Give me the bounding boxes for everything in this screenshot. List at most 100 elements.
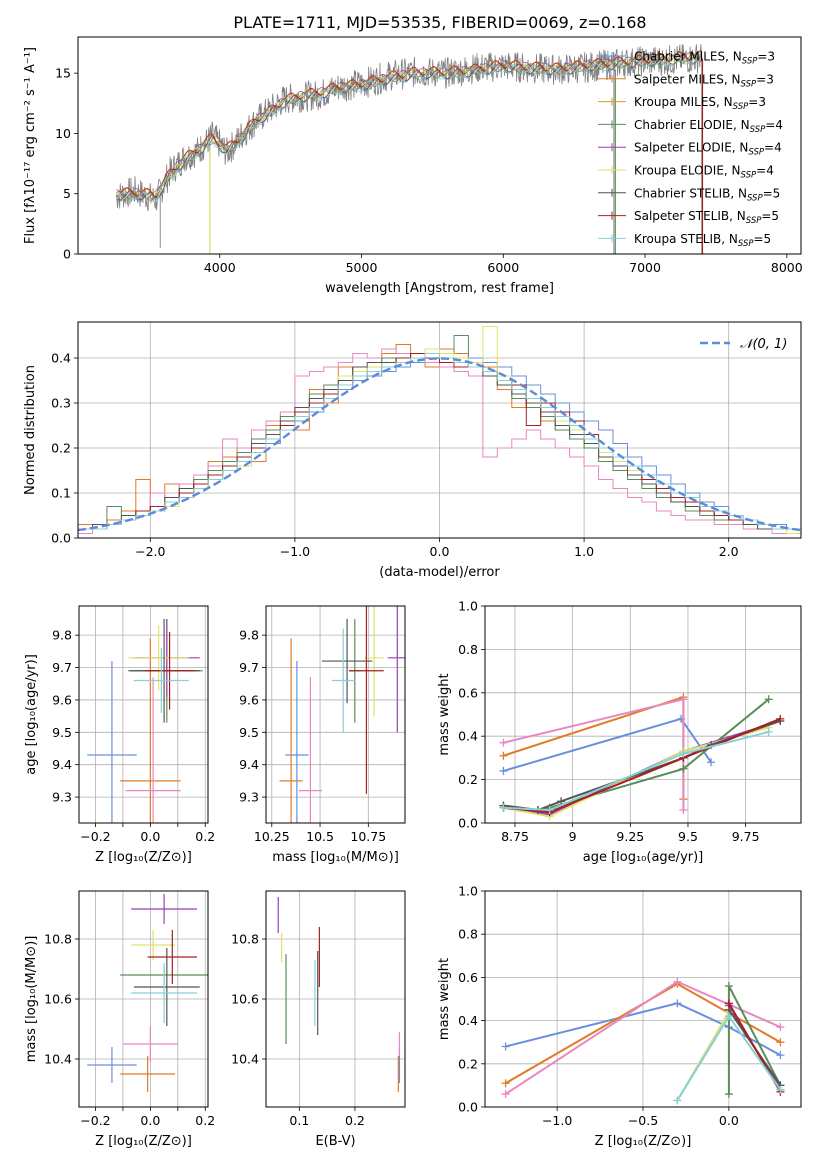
y-tick-label: 9.7 xyxy=(52,660,72,675)
y-tick-label: 9.8 xyxy=(52,628,72,643)
y-tick-label: 0.6 xyxy=(458,685,478,700)
x-tick-label: 4000 xyxy=(204,260,236,275)
legend-entry: Chabrier ELODIE, NSSP=4 xyxy=(634,118,783,135)
y-tick-label: 9.4 xyxy=(52,757,72,772)
errorbar-point xyxy=(120,638,181,823)
x-tick-label: −1.0 xyxy=(280,544,310,559)
errorbar-point xyxy=(147,930,198,984)
y-tick-label: 0.1 xyxy=(51,486,71,501)
y-tick-label: 9.5 xyxy=(52,725,72,740)
age_vs_Z-plot-area xyxy=(87,618,203,823)
x-tick-label: −0.5 xyxy=(628,1113,658,1128)
x-tick-label: 9.75 xyxy=(732,829,760,844)
plus-marker xyxy=(776,1038,785,1047)
x-tick-label: 5000 xyxy=(346,260,378,275)
plus-marker xyxy=(673,1096,682,1105)
x-tick-label: 0.2 xyxy=(345,1113,365,1128)
legend-entry: 𝒩(0, 1) xyxy=(740,337,787,352)
spectrum-frame xyxy=(77,36,802,255)
weight_vs_age-plot-area xyxy=(499,693,785,821)
y-tick-label: 0.8 xyxy=(458,642,478,657)
y-axis-label: Flux [fλ10⁻¹⁷ erg cm⁻² s⁻¹ A⁻¹] xyxy=(23,47,38,244)
y-tick-label: 9.8 xyxy=(239,628,259,643)
y-tick-label: 0.8 xyxy=(458,927,478,942)
plus-marker xyxy=(764,695,773,704)
plus-marker xyxy=(545,805,554,814)
errorbar-point xyxy=(144,631,195,710)
legend-entry: Kroupa MILES, NSSP=3 xyxy=(634,95,766,112)
y-tick-label: 10 xyxy=(55,126,71,141)
y-tick-label: 10.8 xyxy=(44,932,72,947)
y-tick-label: 1.0 xyxy=(458,884,478,899)
plus-marker xyxy=(724,1090,733,1099)
errorbar-point xyxy=(331,628,355,733)
errorbar-point xyxy=(131,894,198,924)
errorbar-point xyxy=(133,648,189,713)
y-tick-label: 0.2 xyxy=(51,441,71,456)
x-tick-label: 0.2 xyxy=(195,829,215,844)
y-tick-label: 0.2 xyxy=(458,772,478,787)
mass_vs_Z-frame xyxy=(78,890,209,1108)
y-tick-label: 9.5 xyxy=(239,725,259,740)
mass_vs_EBV-axes: 0.1 0.2 10.4 10.6 10.8 xyxy=(231,891,405,1128)
plus-marker xyxy=(776,1085,785,1094)
spectrum-legend: Chabrier MILES, NSSP=3 Salpeter MILES, NS… xyxy=(598,50,783,249)
y-tick-label: 0 xyxy=(63,247,71,262)
x-tick-label: 8000 xyxy=(771,260,803,275)
legend-entry: Chabrier STELIB, NSSP=5 xyxy=(634,186,780,203)
errorbar-point xyxy=(298,677,322,823)
legend-entry: Salpeter STELIB, NSSP=5 xyxy=(634,209,779,226)
errorbar-point xyxy=(131,930,176,960)
errorbar-point xyxy=(133,948,200,1026)
plus-marker xyxy=(707,758,716,767)
y-tick-label: 9.3 xyxy=(239,790,259,805)
weight_vs_Z-plot-area xyxy=(501,977,785,1105)
plus-marker xyxy=(673,999,682,1008)
x-axis-label: (data-model)/error xyxy=(379,565,500,580)
y-tick-label: 10.4 xyxy=(44,1052,72,1067)
x-tick-label: 10.25 xyxy=(254,829,290,844)
x-tick-label: 1.0 xyxy=(574,544,594,559)
x-tick-label: 10.5 xyxy=(306,829,334,844)
plus-marker xyxy=(501,1042,510,1051)
plus-marker xyxy=(764,727,773,736)
plus-marker xyxy=(499,751,508,760)
x-tick-label: −2.0 xyxy=(135,544,165,559)
y-tick-label: 0.0 xyxy=(51,531,71,546)
x-axis-label: Z [log₁₀(Z/Z⊙)] xyxy=(95,1134,192,1149)
plus-marker xyxy=(679,805,688,814)
plus-marker xyxy=(776,714,785,723)
errorbar-point xyxy=(321,618,373,704)
age_vs_mass-axes: 10.25 10.5 10.75 9.3 9.4 9.5 9.6 9.7 9.8 xyxy=(239,606,405,844)
plus-marker xyxy=(724,982,733,991)
plus-marker xyxy=(776,1023,785,1032)
chart-title: PLATE=1711, MJD=53535, FIBERID=0069, z=0… xyxy=(233,13,646,32)
y-tick-label: 10.4 xyxy=(231,1052,259,1067)
weight_vs_Z-frame xyxy=(484,890,802,1108)
y-tick-label: 0.4 xyxy=(51,351,71,366)
legend-entry: Salpeter ELODIE, NSSP=4 xyxy=(634,141,782,158)
x-tick-label: 8.75 xyxy=(501,829,529,844)
age_vs_mass-plot-area xyxy=(279,606,405,823)
mass_vs_Z-plot-area xyxy=(87,894,208,1092)
age_vs_mass-frame xyxy=(265,605,406,824)
weight_vs_Z-axes: −1.0 −0.5 0.0 0.0 0.2 0.4 0.6 0.8 1.0 xyxy=(458,884,801,1128)
errorbar-point xyxy=(122,1026,178,1062)
y-tick-label: 15 xyxy=(55,66,71,81)
x-tick-label: 0.1 xyxy=(289,1113,309,1128)
x-tick-label: −1.0 xyxy=(542,1113,572,1128)
x-tick-label: 7000 xyxy=(629,260,661,275)
x-axis-label: Z [log₁₀(Z/Z⊙)] xyxy=(95,850,192,865)
legend-entry: Chabrier MILES, NSSP=3 xyxy=(634,50,775,67)
x-tick-label: −0.2 xyxy=(80,829,110,844)
y-tick-label: 9.7 xyxy=(239,660,259,675)
y-tick-label: 1.0 xyxy=(458,599,478,614)
y-tick-label: 0.0 xyxy=(458,1100,478,1115)
y-tick-label: 5 xyxy=(63,186,71,201)
mass_vs_EBV-frame xyxy=(265,890,406,1108)
residuals-frame xyxy=(77,321,802,539)
plus-marker xyxy=(501,1079,510,1088)
plus-marker xyxy=(499,766,508,775)
model-line-8 xyxy=(116,50,702,199)
